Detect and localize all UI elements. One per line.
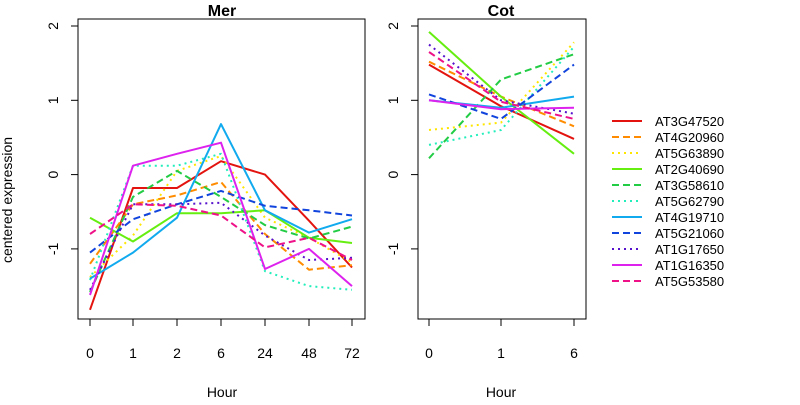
series-lines-mer: [89, 123, 353, 311]
x-tick-label: 6: [217, 345, 225, 361]
series-line-at5g53580: [428, 51, 575, 120]
series-line-at2g40690: [428, 31, 575, 155]
shared-y-axis-label: centered expression: [0, 137, 15, 263]
legend-label: AT3G58610: [655, 178, 724, 193]
panel-cot: Cot 0 1 6 -1 0 1 2 Hour: [385, 3, 587, 400]
series-line-at4g19710: [89, 123, 353, 280]
y-tick-label: 1: [385, 96, 401, 104]
legend-label: AT5G53580: [655, 274, 724, 289]
series-line-at3g47520: [428, 63, 575, 140]
legend-label: AT5G62790: [655, 194, 724, 209]
series-line-at2g40690: [89, 209, 353, 244]
series-line-at1g17650: [89, 201, 353, 291]
x-tick-label: 0: [86, 345, 94, 361]
series-line-at1g16350: [89, 141, 353, 296]
series-line-at1g17650: [428, 43, 575, 115]
legend-label: AT5G63890: [655, 146, 724, 161]
series-line-at5g21060: [89, 189, 353, 254]
legend-label: AT1G16350: [655, 258, 724, 273]
y-tick-label: 0: [385, 170, 401, 178]
y-tick-label: -1: [385, 242, 401, 255]
legend: AT3G47520AT4G20960AT5G63890AT2G40690AT3G…: [612, 114, 724, 289]
series-line-at3g58610: [89, 169, 353, 293]
x-axis-label-mer: Hour: [207, 384, 238, 400]
series-lines-cot: [428, 31, 575, 159]
y-tick-label: -1: [45, 242, 61, 255]
y-tick-label: 2: [385, 22, 401, 30]
y-tick-label: 1: [45, 96, 61, 104]
y-tick-label: 0: [45, 170, 61, 178]
legend-label: AT5G21060: [655, 226, 724, 241]
series-line-at3g58610: [428, 53, 575, 159]
legend-label: AT4G19710: [655, 210, 724, 225]
y-tick-label: 2: [45, 22, 61, 30]
axis-ticks-mer: 0 1 2 6 24 48 72 -1 0 1 2: [45, 22, 360, 361]
series-line-at5g63890: [428, 41, 575, 131]
x-tick-label: 72: [344, 345, 360, 361]
x-tick-label: 2: [173, 345, 181, 361]
x-tick-label: 6: [570, 345, 578, 361]
panel-title-cot: Cot: [488, 3, 515, 20]
x-tick-label: 1: [497, 345, 505, 361]
series-line-at5g62790: [428, 46, 575, 146]
series-line-at5g62790: [89, 152, 353, 291]
legend-label: AT2G40690: [655, 162, 724, 177]
legend-label: AT4G20960: [655, 130, 724, 145]
plot-frame-mer: [77, 18, 366, 320]
panel-title-mer: Mer: [208, 3, 236, 20]
legend-label: AT1G17650: [655, 242, 724, 257]
x-tick-label: 48: [301, 345, 317, 361]
x-axis-label-cot: Hour: [486, 384, 517, 400]
series-line-at3g47520: [89, 160, 353, 311]
x-tick-label: 24: [257, 345, 273, 361]
series-line-at1g16350: [428, 99, 575, 111]
series-line-at4g20960: [89, 181, 353, 271]
plot-frame-cot: [417, 18, 587, 320]
panel-mer: Mer 0 1 2 6 24 48 72 -1 0 1 2 Hour: [45, 3, 366, 400]
x-tick-label: 0: [425, 345, 433, 361]
x-tick-label: 1: [129, 345, 137, 361]
legend-label: AT3G47520: [655, 114, 724, 129]
axis-ticks-cot: 0 1 6 -1 0 1 2: [385, 22, 578, 361]
